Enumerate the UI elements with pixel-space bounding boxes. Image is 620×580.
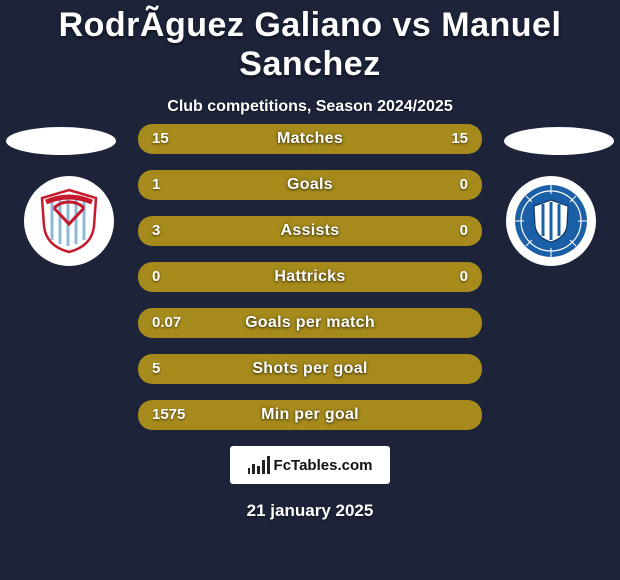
stat-value-left: 0	[152, 262, 160, 292]
player-left-ellipse	[6, 127, 116, 155]
club-crest-left	[24, 176, 114, 266]
footer-logo: FcTables.com	[230, 446, 390, 484]
stat-label: Goals	[138, 170, 482, 200]
stat-row: Goals1 0	[138, 170, 482, 200]
page-subtitle: Club competitions, Season 2024/2025	[0, 98, 620, 116]
stat-row: Matches15 15	[138, 124, 482, 154]
stat-label: Hattricks	[138, 262, 482, 292]
stat-value-left: 3	[152, 216, 160, 246]
stat-value-right: 0	[460, 170, 468, 200]
player-right-ellipse	[504, 127, 614, 155]
stat-row: Shots per goal5	[138, 354, 482, 384]
stat-label: Shots per goal	[138, 354, 482, 384]
stat-value-left: 15	[152, 124, 169, 154]
celta-shield-icon	[34, 186, 104, 256]
footer-date: 21 january 2025	[0, 501, 620, 521]
stat-label: Matches	[138, 124, 482, 154]
stat-row: Assists3 0	[138, 216, 482, 246]
bar-chart-icon	[248, 456, 270, 474]
stat-value-left: 0.07	[152, 308, 181, 338]
stat-value-left: 1	[152, 170, 160, 200]
stat-value-left: 5	[152, 354, 160, 384]
stat-label: Assists	[138, 216, 482, 246]
comparison-bars: Matches1515Goals10Assists30Hattricks00Go…	[138, 124, 482, 446]
club-crest-right	[506, 176, 596, 266]
page-title: RodrÃ­guez Galiano vs Manuel Sanchez	[0, 0, 620, 84]
stat-value-right: 0	[460, 216, 468, 246]
stat-label: Goals per match	[138, 308, 482, 338]
stat-value-right: 0	[460, 262, 468, 292]
stat-row: Min per goal1575	[138, 400, 482, 430]
alaves-shield-icon	[512, 182, 590, 260]
footer-logo-text: FcTables.com	[274, 457, 373, 474]
stat-value-left: 1575	[152, 400, 185, 430]
stat-row: Hattricks0 0	[138, 262, 482, 292]
stat-label: Min per goal	[138, 400, 482, 430]
stat-row: Goals per match0.07	[138, 308, 482, 338]
stat-value-right: 15	[451, 124, 468, 154]
